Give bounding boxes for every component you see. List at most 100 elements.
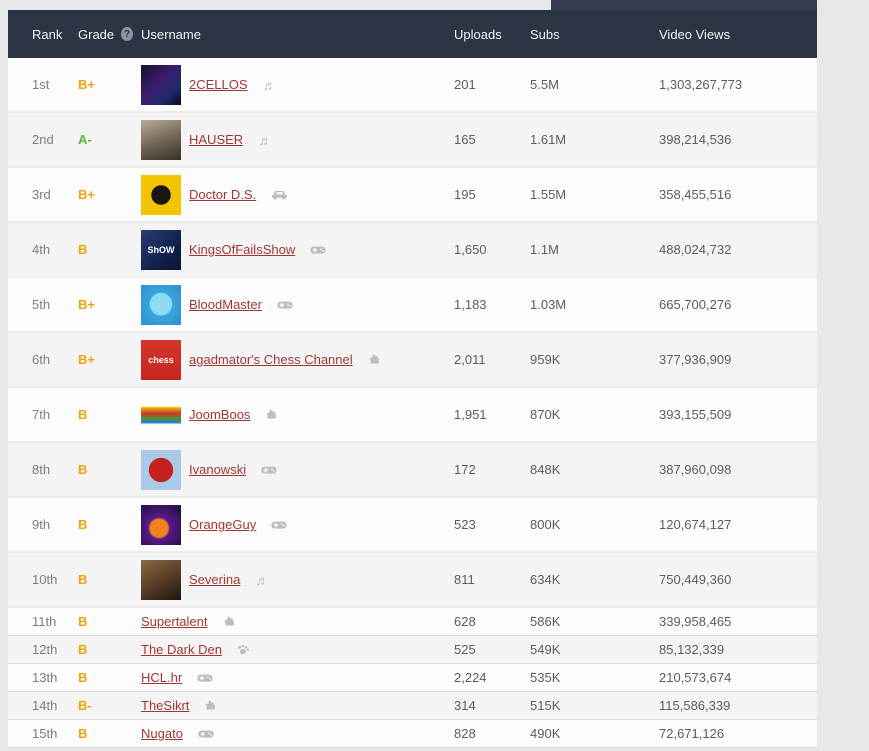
subs-value: 1.1M xyxy=(530,242,559,257)
uploads-value: 172 xyxy=(454,462,476,477)
video-views-value: 358,455,516 xyxy=(659,187,732,202)
grade-badge: B xyxy=(78,642,88,657)
grade-badge: B xyxy=(78,517,88,532)
paw-icon xyxy=(237,644,250,655)
video-views-value: 72,671,126 xyxy=(659,726,725,741)
subs-value: 1.03M xyxy=(530,297,567,312)
video-views-value: 115,586,339 xyxy=(659,698,731,713)
grade-badge: B xyxy=(78,614,88,629)
username-link[interactable]: BloodMaster xyxy=(189,297,262,312)
channel-avatar[interactable]: ShOW xyxy=(141,229,181,270)
grade-badge: B xyxy=(78,462,88,477)
table-row: 10th B Severina ♬ 811 634K 750,449,360 xyxy=(8,553,817,608)
grade-badge: B+ xyxy=(78,297,95,312)
music-note-icon: ♬ xyxy=(255,571,270,588)
table-row: 4th B ShOW KingsOfFailsShow 1,650 1.1M 4… xyxy=(8,223,817,278)
video-views-value: 488,024,732 xyxy=(659,242,732,257)
grade-help-icon[interactable]: ? xyxy=(121,27,133,41)
table-row: 6th B+ chess agadmator's Chess Channel 2… xyxy=(8,333,817,388)
column-header-video-views: Video Views xyxy=(659,26,731,42)
subs-value: 5.5M xyxy=(530,77,559,92)
username-link[interactable]: Nugato xyxy=(141,726,183,741)
music-note-icon: ♬ xyxy=(258,131,273,148)
uploads-value: 1,951 xyxy=(454,407,487,422)
username-cell: Doctor D.S. xyxy=(133,174,446,215)
uploads-value: 628 xyxy=(454,614,476,629)
username-link[interactable]: JoomBoos xyxy=(189,407,251,422)
gamepad-icon xyxy=(271,520,287,530)
uploads-value: 811 xyxy=(454,572,475,587)
puzzle-piece-icon xyxy=(223,616,235,628)
grade-badge: B xyxy=(78,670,88,685)
rank-value: 11th xyxy=(32,614,57,629)
username-link[interactable]: agadmator's Chess Channel xyxy=(189,352,353,367)
rank-value: 12th xyxy=(32,642,58,657)
channel-avatar[interactable] xyxy=(141,174,181,215)
rank-value: 8th xyxy=(32,462,51,477)
rank-value: 5th xyxy=(32,297,51,312)
column-header-uploads: Uploads xyxy=(454,26,502,42)
username-link[interactable]: 2CELLOS xyxy=(189,77,248,92)
uploads-value: 525 xyxy=(454,642,476,657)
username-link[interactable]: Ivanowski xyxy=(189,462,247,477)
video-views-value: 750,449,360 xyxy=(659,572,732,587)
video-views-value: 210,573,674 xyxy=(659,670,732,685)
username-link[interactable]: Doctor D.S. xyxy=(189,187,257,202)
rank-value: 4th xyxy=(32,242,51,257)
username-cell: Ivanowski xyxy=(133,449,446,490)
channel-avatar[interactable] xyxy=(141,504,181,545)
subs-value: 959K xyxy=(530,352,561,367)
channel-avatar[interactable]: chess xyxy=(141,339,181,380)
rank-value: 2nd xyxy=(32,132,54,147)
channel-avatar[interactable] xyxy=(141,119,181,160)
channel-avatar[interactable] xyxy=(141,559,181,600)
video-views-value: 398,214,536 xyxy=(659,132,732,147)
username-link[interactable]: TheSikrt xyxy=(141,698,190,713)
table-row: 1st B+ 2CELLOS ♬ 201 5.5M 1,303,267,773 xyxy=(8,58,817,113)
username-link[interactable]: HCL.hr xyxy=(141,670,183,685)
uploads-value: 828 xyxy=(454,726,476,741)
username-link[interactable]: Supertalent xyxy=(141,614,208,629)
puzzle-piece-icon xyxy=(204,700,216,712)
video-views-value: 393,155,509 xyxy=(659,407,732,422)
username-cell: chess agadmator's Chess Channel xyxy=(133,339,446,380)
table-row: 7th B JoomBoos 1,951 870K 393,155,509 xyxy=(8,388,817,443)
username-cell: Nugato xyxy=(133,726,446,741)
gamepad-icon xyxy=(310,245,326,255)
username-cell: HCL.hr xyxy=(133,670,446,685)
grade-badge: B+ xyxy=(78,77,95,92)
channel-avatar[interactable] xyxy=(141,449,181,490)
column-header-grade-label: Grade xyxy=(78,26,115,42)
username-link[interactable]: Severina xyxy=(189,572,241,587)
video-views-value: 339,958,465 xyxy=(659,614,732,629)
uploads-value: 1,650 xyxy=(454,242,487,257)
subs-value: 800K xyxy=(530,517,561,532)
username-link[interactable]: The Dark Den xyxy=(141,642,222,657)
gamepad-icon xyxy=(198,729,214,739)
subs-value: 634K xyxy=(530,572,561,587)
username-cell: Severina ♬ xyxy=(133,559,446,600)
table-row: 2nd A- HAUSER ♬ 165 1.61M 398,214,536 xyxy=(8,113,817,168)
username-cell: JoomBoos xyxy=(133,394,446,435)
rank-value: 14th xyxy=(32,698,58,713)
grade-badge: B+ xyxy=(78,187,95,202)
username-link[interactable]: KingsOfFailsShow xyxy=(189,242,296,257)
subs-value: 549K xyxy=(530,642,561,657)
username-link[interactable]: HAUSER xyxy=(189,132,244,147)
username-cell: ShOW KingsOfFailsShow xyxy=(133,229,446,270)
video-views-value: 377,936,909 xyxy=(659,352,732,367)
table-row: 12th B The Dark Den 525 549K 85,132,339 xyxy=(8,636,817,664)
username-link[interactable]: OrangeGuy xyxy=(189,517,257,532)
gamepad-icon xyxy=(261,465,277,475)
channel-avatar[interactable] xyxy=(141,394,181,435)
username-cell: Supertalent xyxy=(133,614,446,629)
uploads-value: 195 xyxy=(454,187,476,202)
uploads-value: 523 xyxy=(454,517,476,532)
username-cell: TheSikrt xyxy=(133,698,446,713)
channel-avatar[interactable] xyxy=(141,64,181,105)
subs-value: 490K xyxy=(530,726,561,741)
channel-avatar[interactable] xyxy=(141,284,181,325)
subs-value: 1.55M xyxy=(530,187,567,202)
subs-value: 870K xyxy=(530,407,561,422)
uploads-value: 2,224 xyxy=(454,670,487,685)
